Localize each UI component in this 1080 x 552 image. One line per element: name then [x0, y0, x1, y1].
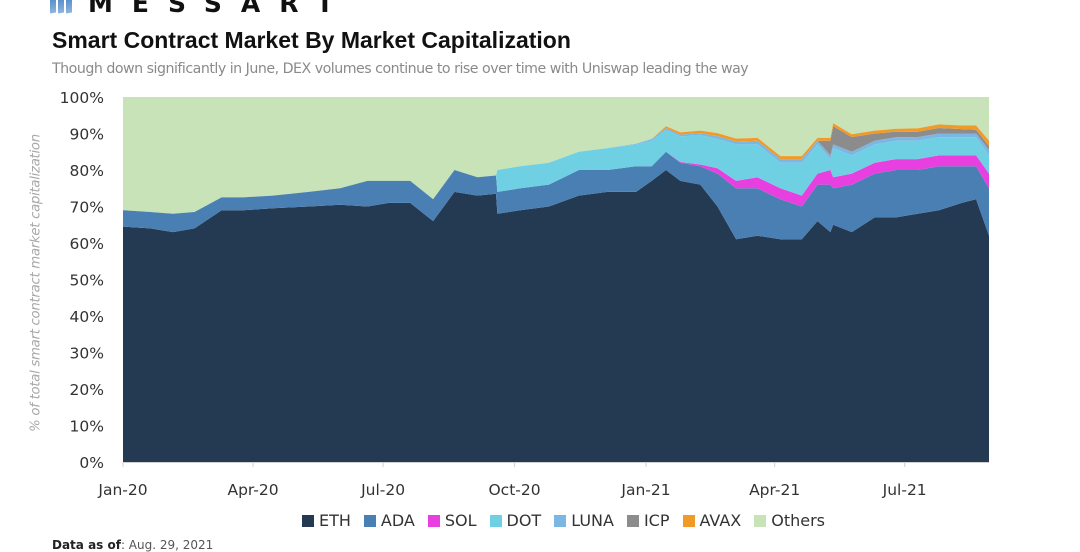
y-tick-label: 10% — [70, 418, 104, 436]
legend-label: ICP — [643, 511, 670, 530]
chart-subtitle: Though down significantly in June, DEX v… — [52, 61, 749, 77]
area-ada — [123, 151, 989, 240]
legend-label: Others — [771, 511, 826, 530]
y-tick-label: 50% — [70, 272, 104, 290]
y-tick-label: 100% — [60, 89, 104, 107]
legend-label: ADA — [380, 511, 415, 530]
legend-label: AVAX — [699, 511, 742, 530]
chart-title: Smart Contract Market By Market Capitali… — [52, 27, 571, 53]
legend-item-ada: ADA — [363, 511, 415, 530]
area-icp — [123, 126, 989, 214]
legend-item-dot: DOT — [489, 511, 542, 530]
x-tick-label: Jul-20 — [360, 481, 405, 499]
x-tick-label: Jan-20 — [97, 481, 147, 499]
area-sol — [123, 151, 989, 214]
legend-swatch — [626, 514, 639, 527]
y-tick-label: 30% — [70, 345, 104, 363]
y-tick-label: 20% — [70, 381, 104, 399]
legend-label: DOT — [506, 511, 542, 530]
x-axis-ticks: Jan-20 Apr-20 Jul-20 Oct-20 Jan-21 Apr-21 Jul-… — [97, 462, 927, 499]
y-tick-label: 60% — [70, 235, 104, 253]
legend-item-avax: AVAX — [682, 511, 742, 530]
data-date-note: Data as of: Aug. 29, 2021 — [52, 538, 213, 552]
legend-swatch — [754, 514, 767, 527]
y-tick-label: 70% — [70, 199, 104, 217]
y-tick-label: 40% — [70, 308, 104, 326]
y-axis-ticks: 0% 10% 20% 30% 40% 50% 60% 70% 80% 90% 100% — [60, 89, 104, 472]
x-tick-label: Jul-21 — [882, 481, 927, 499]
legend-item-sol: SOL — [427, 511, 477, 530]
legend-item-icp: ICP — [626, 511, 670, 530]
area-dot — [123, 129, 989, 214]
legend-item-others: Others — [754, 511, 825, 530]
legend-swatch — [489, 514, 502, 527]
legend-swatch — [363, 514, 376, 527]
y-tick-label: 0% — [79, 454, 104, 472]
y-tick-label: 90% — [70, 126, 104, 144]
data-date-label: Data as of — [52, 538, 121, 552]
y-tick-label: 80% — [70, 162, 104, 180]
legend-swatch — [554, 514, 567, 527]
x-tick-label: Oct-20 — [488, 481, 540, 499]
legend-swatch — [682, 514, 695, 527]
x-tick-label: Jan-21 — [620, 481, 670, 499]
data-date-value: : Aug. 29, 2021 — [120, 538, 214, 552]
legend-item-eth: ETH — [301, 511, 351, 530]
legend-swatch — [427, 514, 440, 527]
area-others — [123, 97, 989, 214]
legend-item-luna: LUNA — [554, 511, 614, 530]
brand-name: MESSART — [88, 0, 353, 18]
legend-swatch — [301, 514, 314, 527]
legend-label: SOL — [444, 511, 477, 530]
legend: ETH ADA SOL DOT LUNA ICP AVAX Others — [0, 511, 1080, 530]
x-tick-label: Apr-20 — [227, 481, 278, 499]
legend-label: ETH — [318, 511, 351, 530]
legend-label: LUNA — [571, 511, 614, 530]
area-eth — [123, 170, 989, 462]
x-tick-label: Apr-21 — [749, 481, 800, 499]
area-layer — [123, 97, 989, 462]
messari-logo: MESSART — [50, 0, 352, 16]
